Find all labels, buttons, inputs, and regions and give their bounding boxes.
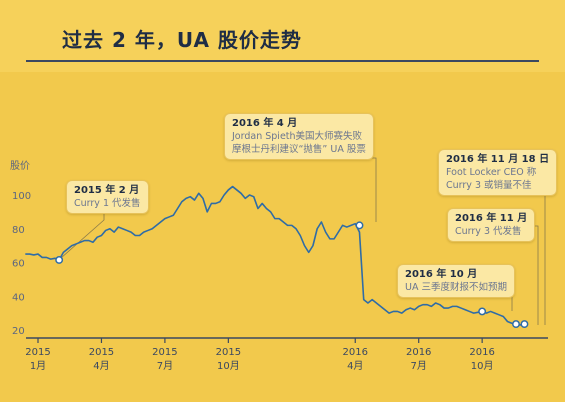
annotation-title: 2016 年 10 月 [405, 269, 478, 280]
annotation-title: 2016 年 4 月 [232, 118, 298, 129]
annotation-line: UA 三季度财报不如预期 [405, 282, 507, 293]
y-tick-label: 80 [12, 225, 25, 236]
x-tick-year: 2015 [216, 347, 241, 358]
annotation-line: Curry 3 或销量不佳 [446, 180, 532, 191]
y-tick-label: 40 [12, 292, 25, 303]
y-tick-label: 100 [12, 191, 31, 202]
price-series-line [25, 185, 525, 326]
event-marker [478, 307, 487, 316]
annotation-curry3: 2016 年 11 月 Curry 3 代发售 [447, 208, 536, 242]
annotation-curry1: 2015 年 2 月 Curry 1 代发售 [66, 180, 149, 214]
annotation-title: 2015 年 2 月 [74, 185, 140, 196]
x-tick-year: 2015 [152, 347, 177, 358]
annotation-line: 摩根士丹利建议“抛售” UA 股票 [232, 144, 366, 155]
annotation-footlocker: 2016 年 11 月 18 日 Foot Locker CEO 称 Curry… [438, 149, 558, 196]
annotation-april-2016: 2016 年 4 月 Jordan Spieth美国大师赛失败 摩根士丹利建议“… [224, 113, 374, 160]
annotation-connector [372, 157, 377, 222]
page-title: 过去 2 年，UA 股价走势 [62, 28, 302, 52]
event-marker [55, 256, 64, 264]
title-divider [26, 60, 539, 62]
event-marker [520, 320, 529, 329]
event-marker [355, 221, 364, 230]
annotation-q3-report: 2016 年 10 月 UA 三季度财报不如预期 [397, 264, 515, 298]
x-tick-year: 2015 [89, 347, 114, 358]
x-tick-month: 1月 [30, 360, 46, 372]
annotation-line: Curry 1 代发售 [74, 198, 141, 209]
x-tick-year: 2016 [469, 347, 494, 358]
x-tick-month: 4月 [93, 360, 109, 372]
annotation-connector [534, 225, 539, 325]
annotation-title: 2016 年 11 月 [455, 213, 528, 224]
event-marker [512, 320, 520, 329]
x-tick-year: 2016 [343, 347, 368, 358]
x-tick-month: 7月 [411, 360, 427, 372]
annotation-line: Jordan Spieth美国大师赛失败 [232, 131, 363, 142]
x-tick-month: 10月 [471, 360, 494, 372]
annotation-title: 2016 年 11 月 18 日 [446, 154, 550, 165]
annotation-connector [60, 210, 105, 259]
y-tick-label: 60 [12, 259, 25, 270]
x-tick-year: 2015 [25, 347, 50, 358]
y-tick-label: 20 [12, 326, 25, 337]
x-tick-month: 10月 [217, 360, 240, 372]
x-tick-year: 2016 [406, 347, 431, 358]
annotation-line: Curry 3 代发售 [455, 226, 522, 237]
x-tick-month: 4月 [347, 360, 363, 372]
annotation-line: Foot Locker CEO 称 [446, 167, 537, 178]
y-axis-label: 股价 [10, 160, 30, 172]
x-tick-month: 7月 [157, 360, 173, 372]
